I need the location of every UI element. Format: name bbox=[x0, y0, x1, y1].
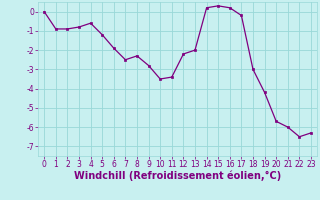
X-axis label: Windchill (Refroidissement éolien,°C): Windchill (Refroidissement éolien,°C) bbox=[74, 171, 281, 181]
